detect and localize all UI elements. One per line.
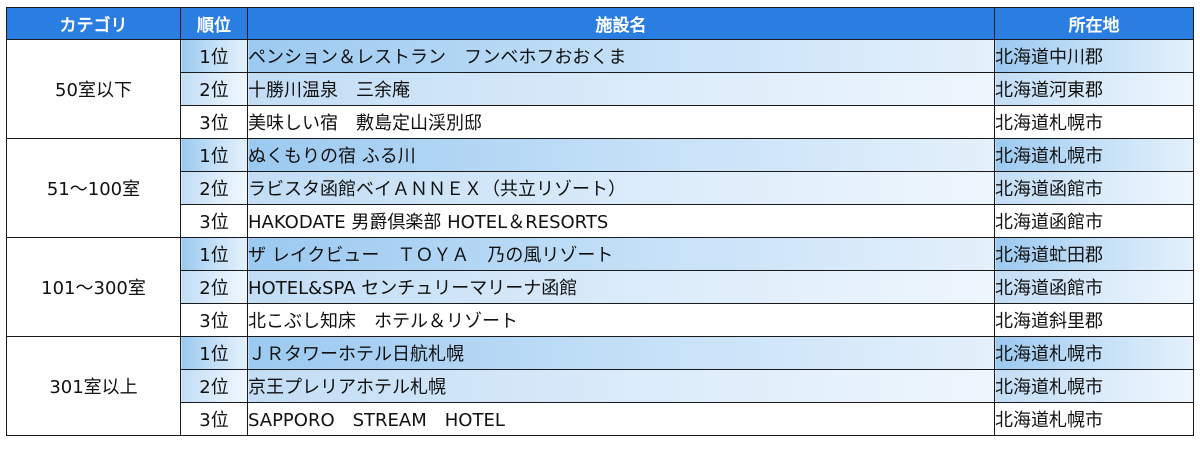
location-cell: 北海道河東郡 [994,72,1194,106]
location-cell: 北海道札幌市 [994,369,1194,403]
facility-cell: HAKODATE 男爵倶楽部 HOTEL＆RESORTS [247,204,995,238]
rank-cell: 1位 [180,237,248,271]
table-row: 101～300室 1位 ザ レイクビュー ＴＯＹＡ 乃の風リゾート 北海道虻田郡 [6,237,1194,337]
location-cell: 北海道札幌市 [994,105,1194,139]
category-cell: 301室以上 [6,336,181,436]
facility-cell: 十勝川温泉 三余庵 [247,72,995,106]
location-cell: 北海道札幌市 [994,402,1194,436]
facility-cell: ぬくもりの宿 ふる川 [247,138,995,172]
rank-cell: 3位 [180,303,248,337]
rank-cell: 2位 [180,270,248,304]
facility-cell: ペンション＆レストラン フンベホフおおくま [247,39,995,73]
location-cell: 北海道函館市 [994,171,1194,205]
location-cell: 北海道虻田郡 [994,237,1194,271]
rank-cell: 1位 [180,138,248,172]
table-row: 3位 SAPPORO STREAM HOTEL 北海道札幌市 [7,402,1194,436]
header-facility: 施設名 [247,7,995,40]
table-row: 3位 北こぶし知床 ホテル＆リゾート 北海道斜里郡 [7,303,1194,337]
header-location: 所在地 [994,7,1194,40]
table-row: 2位 京王プレリアホテル札幌 北海道札幌市 [7,369,1194,403]
location-cell: 北海道札幌市 [994,336,1194,370]
facility-cell: 北こぶし知床 ホテル＆リゾート [247,303,995,337]
rank-cell: 1位 [180,336,248,370]
facility-cell: HOTEL&SPA センチュリーマリーナ函館 [247,270,995,304]
rank-cell: 3位 [180,105,248,139]
table-row: 3位 美味しい宿 敷島定山渓別邸 北海道札幌市 [7,105,1194,139]
rank-cell: 1位 [180,39,248,73]
facility-cell: 京王プレリアホテル札幌 [247,369,995,403]
ranking-table: カテゴリ 順位 施設名 所在地 50室以下 1位 ペンション＆レストラン フンベ… [6,7,1194,436]
location-cell: 北海道斜里郡 [994,303,1194,337]
rank-cell: 3位 [180,204,248,238]
category-cell: 101～300室 [6,237,181,337]
table-row: 2位 十勝川温泉 三余庵 北海道河東郡 [7,72,1194,106]
location-cell: 北海道函館市 [994,270,1194,304]
facility-cell: SAPPORO STREAM HOTEL [247,402,995,436]
table-row: 301室以上 1位 ＪＲタワーホテル日航札幌 北海道札幌市 [6,336,1194,436]
facility-cell: ザ レイクビュー ＴＯＹＡ 乃の風リゾート [247,237,995,271]
table-row: 51～100室 1位 ぬくもりの宿 ふる川 北海道札幌市 [6,138,1194,238]
location-cell: 北海道札幌市 [994,138,1194,172]
category-cell: 50室以下 [6,39,181,139]
rank-cell: 2位 [180,72,248,106]
rank-cell: 2位 [180,369,248,403]
table-row: 2位 ラビスタ函館ベイＡＮＮＥＸ（共立リゾート） 北海道函館市 [7,171,1194,205]
facility-cell: ラビスタ函館ベイＡＮＮＥＸ（共立リゾート） [247,171,995,205]
header-rank: 順位 [180,7,248,40]
facility-cell: 美味しい宿 敷島定山渓別邸 [247,105,995,139]
rank-cell: 3位 [180,402,248,436]
location-cell: 北海道中川郡 [994,39,1194,73]
header-category: カテゴリ [6,7,181,40]
table-row: 50室以下 1位 ペンション＆レストラン フンベホフおおくま 北海道中川郡 [6,39,1194,139]
location-cell: 北海道函館市 [994,204,1194,238]
facility-cell: ＪＲタワーホテル日航札幌 [247,336,995,370]
table-row: 2位 HOTEL&SPA センチュリーマリーナ函館 北海道函館市 [7,270,1194,304]
header-row: カテゴリ 順位 施設名 所在地 [6,7,1194,40]
table-row: 3位 HAKODATE 男爵倶楽部 HOTEL＆RESORTS 北海道函館市 [7,204,1194,238]
rank-cell: 2位 [180,171,248,205]
category-cell: 51～100室 [6,138,181,238]
